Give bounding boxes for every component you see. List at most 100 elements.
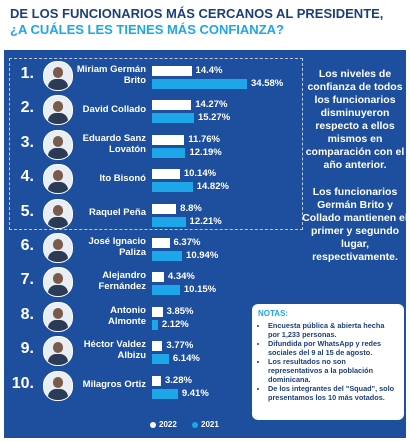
rank: 8. xyxy=(20,305,34,323)
avatar xyxy=(43,164,73,195)
avatar xyxy=(43,336,73,367)
rank: 1. xyxy=(20,65,34,82)
value-label: 11.76% xyxy=(188,133,220,145)
avatar-head xyxy=(53,67,63,78)
notes-title: NOTAS: xyxy=(258,309,289,318)
bar xyxy=(152,251,183,261)
rank: 4. xyxy=(20,168,34,186)
legend-swatch xyxy=(192,422,198,428)
avatar-body xyxy=(48,285,68,297)
rank: 7. xyxy=(20,271,34,289)
value-label: 8.8% xyxy=(180,202,202,214)
value-label: 9.41% xyxy=(181,387,209,399)
avatar-head xyxy=(53,101,63,113)
category-label: José Ignacio Paliza xyxy=(88,236,146,258)
value-label: 10.14% xyxy=(183,168,217,180)
note-item: Encuesta pública & abierta hecha por 1,2… xyxy=(268,321,398,339)
category-label: Héctor Valdez Albizu xyxy=(83,339,146,362)
bar xyxy=(152,285,180,296)
top-five-box xyxy=(9,58,303,230)
avatar-body xyxy=(48,216,68,228)
avatar xyxy=(43,233,73,263)
notes-list: Encuesta pública & abierta hecha por 1,2… xyxy=(258,321,398,402)
bar xyxy=(152,66,192,76)
avatar-head xyxy=(53,342,63,354)
avatar-head xyxy=(53,376,63,388)
value-label: 10.94% xyxy=(186,250,219,261)
bar xyxy=(152,375,161,386)
avatar-body xyxy=(48,354,68,366)
category-label: Alejandro Fernández xyxy=(98,270,146,293)
note-item: Los resultados no son representativos a … xyxy=(268,357,398,384)
note-item: De los integrantes del "Squad", solo pre… xyxy=(268,384,398,402)
value-label: 15.27% xyxy=(197,112,231,124)
avatar-body xyxy=(48,319,68,331)
bar xyxy=(152,100,192,111)
bar xyxy=(152,113,194,124)
category-label: Milagros Ortiz xyxy=(82,379,146,391)
avatar-body xyxy=(48,79,68,90)
bar xyxy=(152,169,180,180)
avatar xyxy=(43,61,73,91)
bar xyxy=(152,134,185,145)
value-label: 3.77% xyxy=(166,340,194,352)
category-label: Eduardo Sanz Lovatón xyxy=(82,132,146,155)
rank: 6. xyxy=(20,237,34,254)
value-label: 6.14% xyxy=(172,353,200,365)
category-label: Antonio Almonte xyxy=(108,304,146,327)
avatar-body xyxy=(48,147,68,159)
bar xyxy=(152,182,193,193)
title: DE LOS FUNCIONARIOS MÁS CERCANOS AL PRES… xyxy=(10,6,384,21)
avatar-head xyxy=(53,307,63,319)
rank: 3. xyxy=(20,133,34,151)
subtitle: ¿A CUÁLES LES TIENES MÁS CONFIANZA? xyxy=(10,22,284,37)
avatar xyxy=(43,198,73,229)
rank: 2. xyxy=(20,99,34,117)
annotation: Los niveles de confianza de todos los fu… xyxy=(305,68,405,171)
legend-label: 2022 xyxy=(159,420,177,429)
value-label: 14.4% xyxy=(195,65,223,76)
avatar-head xyxy=(53,239,63,250)
category-label: Raquel Peña xyxy=(88,207,146,219)
bar xyxy=(152,319,158,330)
avatar-head xyxy=(53,170,63,182)
value-label: 2.12% xyxy=(161,318,189,330)
notes-box: NOTAS: Encuesta pública & abierta hecha … xyxy=(252,304,404,420)
bar xyxy=(152,203,177,214)
bar xyxy=(152,306,163,317)
value-label: 3.85% xyxy=(166,305,194,317)
category-label: David Collado xyxy=(82,103,146,115)
value-label: 10.15% xyxy=(183,284,217,296)
avatar xyxy=(43,129,73,160)
value-label: 14.27% xyxy=(195,99,228,111)
value-label: 3.28% xyxy=(165,374,192,386)
bar xyxy=(152,341,163,352)
avatar xyxy=(43,95,73,126)
rank: 5. xyxy=(20,202,34,220)
bar xyxy=(152,79,247,89)
avatar-body xyxy=(48,388,68,400)
rank: 10. xyxy=(11,374,34,392)
value-label: 4.34% xyxy=(167,271,195,283)
avatar xyxy=(43,267,73,298)
note-item: Difundida por WhatsApp y redes sociales … xyxy=(268,339,398,357)
value-label: 34.58% xyxy=(251,78,284,89)
category-label: Ito Bisonó xyxy=(99,172,146,184)
avatar-head xyxy=(53,204,63,216)
bar xyxy=(152,216,186,227)
value-label: 6.37% xyxy=(173,237,201,248)
value-label: 14.82% xyxy=(196,181,229,193)
avatar-body xyxy=(48,182,68,194)
value-label: 12.19% xyxy=(189,146,222,158)
avatar xyxy=(43,301,73,332)
bar xyxy=(152,147,186,158)
avatar xyxy=(43,370,73,401)
avatar-body xyxy=(48,113,68,125)
legend-swatch xyxy=(150,422,156,428)
avatar-head xyxy=(53,273,63,285)
category-label: Miriam Germán Brito xyxy=(76,64,146,86)
bar xyxy=(152,238,170,248)
value-label: 12.21% xyxy=(189,215,222,227)
avatar-head xyxy=(53,135,63,147)
